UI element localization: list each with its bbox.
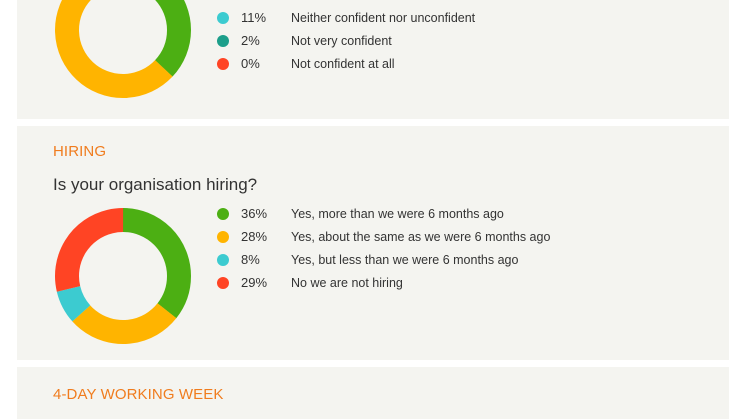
legend-percent: 8% — [241, 252, 260, 267]
legend-item: 36% Yes, more than we were 6 months ago — [217, 202, 550, 225]
legend-dot — [217, 230, 229, 243]
legend-label: Not very confident — [291, 33, 392, 48]
donut-chart-hiring — [55, 208, 191, 344]
legend-hiring: 36% Yes, more than we were 6 months ago … — [217, 202, 550, 294]
donut-arc-green — [55, 0, 191, 98]
legend-item: 29% No we are not hiring — [217, 271, 550, 294]
legend-dot — [217, 276, 229, 289]
legend-percent: 28% — [241, 229, 268, 244]
legend-item: 2% Not very confident — [217, 29, 475, 52]
donut-slice-1 — [55, 208, 191, 344]
legend-percent: 11% — [241, 10, 267, 25]
donut-slice-3 — [55, 208, 191, 344]
question-title: Is your organisation hiring? — [53, 175, 258, 194]
legend-dot — [217, 57, 229, 70]
survey-card-confidence: 11% Neither confident nor unconfident 2%… — [17, 0, 729, 119]
legend-confidence: 11% Neither confident nor unconfident 2%… — [217, 6, 475, 75]
legend-label: Yes, more than we were 6 months ago — [291, 206, 504, 221]
legend-item: 0% Not confident at all — [217, 52, 475, 75]
survey-card-hiring: HIRING Is your organisation hiring? 36% … — [17, 126, 729, 360]
section-title: 4-DAY WORKING WEEK — [53, 386, 224, 403]
legend-percent: 2% — [241, 33, 260, 48]
section-title: HIRING — [53, 143, 107, 160]
legend-label: Not confident at all — [291, 56, 395, 71]
legend-item: 11% Neither confident nor unconfident — [217, 6, 475, 29]
legend-percent: 36% — [241, 206, 268, 221]
legend-label: Neither confident nor unconfident — [291, 10, 476, 25]
legend-dot — [217, 253, 229, 266]
legend-label: Yes, but less than we were 6 months ago — [291, 252, 519, 267]
legend-percent: 29% — [241, 275, 268, 290]
donut-chart-confidence — [55, 0, 191, 98]
legend-label: Yes, about the same as we were 6 months … — [291, 229, 551, 244]
legend-dot — [217, 11, 229, 24]
legend-dot — [217, 34, 229, 47]
legend-label: No we are not hiring — [291, 275, 403, 290]
legend-percent: 0% — [241, 56, 260, 71]
survey-card-4-day-week: 4-DAY WORKING WEEK — [17, 367, 729, 419]
legend-item: 28% Yes, about the same as we were 6 mon… — [217, 225, 550, 248]
donut-arc-amber — [55, 0, 191, 98]
legend-dot — [217, 207, 229, 220]
legend-item: 8% Yes, but less than we were 6 months a… — [217, 248, 550, 271]
